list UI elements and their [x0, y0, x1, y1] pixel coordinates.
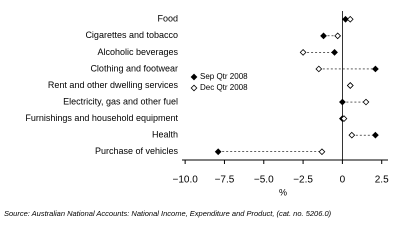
category-label: Purchase of vehicles: [95, 146, 179, 156]
dot-marker: [339, 98, 346, 106]
chart: % Source: Australian National Accounts: …: [4, 11, 389, 218]
dot-marker: [372, 131, 379, 139]
legend-marker: [190, 73, 198, 81]
x-tick-label: 0: [340, 175, 346, 186]
dot-marker: [342, 15, 349, 23]
dot-marker: [320, 32, 327, 40]
legend-marker: [190, 84, 198, 92]
category-label: Clothing and footwear: [90, 63, 178, 73]
dot-marker: [315, 65, 323, 73]
category-label: Furnishings and household equipment: [25, 113, 178, 123]
dot-marker: [340, 115, 348, 122]
legend-label: Dec Qtr 2008: [200, 83, 248, 92]
x-tick-label: −7.5: [215, 175, 235, 186]
dot-marker: [318, 148, 326, 156]
category-label: Cigarettes and tobacco: [85, 30, 178, 40]
dot-marker: [362, 98, 370, 106]
x-tick-label: −2.5: [293, 175, 313, 186]
source-note: Source: Australian National Accounts: Na…: [4, 209, 332, 218]
category-label: Food: [157, 14, 178, 24]
dot-marker: [348, 131, 356, 139]
dot-marker: [346, 82, 354, 89]
x-tick-label: 2.5: [375, 175, 389, 186]
category-label: Health: [152, 130, 178, 140]
dot-marker: [214, 148, 222, 156]
x-tick-label: −5.0: [254, 175, 274, 186]
dot-marker: [331, 49, 338, 56]
x-tick-label: −10.0: [172, 175, 198, 186]
dot-marker: [346, 15, 354, 23]
legend-label: Sep Qtr 2008: [200, 72, 248, 81]
category-label: Alcoholic beverages: [97, 47, 178, 57]
category-label: Rent and other dwelling services: [48, 80, 179, 90]
dot-marker: [372, 65, 379, 73]
dot-marker: [299, 49, 307, 56]
x-axis-label: %: [279, 187, 287, 197]
category-label: Electricity, gas and other fuel: [63, 96, 178, 106]
dot-marker: [334, 32, 342, 40]
